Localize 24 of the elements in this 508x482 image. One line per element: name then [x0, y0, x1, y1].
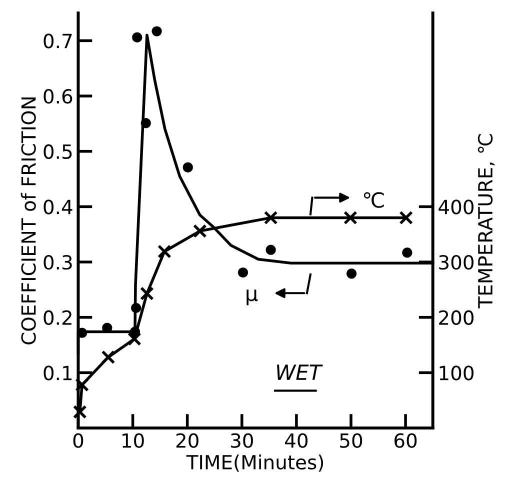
x-tick-label: 60: [394, 433, 417, 448]
y-tick-label: 0.4: [44, 200, 72, 214]
y2-axis-title: TEMPERATURE, ℃: [478, 134, 495, 308]
y-tick-label: 0.6: [44, 88, 72, 104]
x-tick-label: 30: [230, 433, 253, 448]
x-tick-label: 50: [340, 433, 362, 448]
y-tick-label: 0.3: [44, 254, 72, 270]
x-tick-label: 20: [176, 433, 198, 448]
annotation: WET: [277, 364, 323, 380]
x-tick-label: 40: [285, 433, 308, 448]
y2-tick-label: 100: [440, 366, 474, 380]
y2-tick-label: 200: [439, 310, 474, 326]
x-axis-title: TIME(Minutes): [186, 454, 324, 472]
y-tick-label: 0.7: [44, 34, 72, 48]
y-axis-title: COEFFICIENT of FRICTION: [20, 98, 36, 344]
y-tick-label: 0.2: [44, 310, 72, 326]
x-tick-label: 0: [73, 433, 84, 448]
x-tick-label: 10: [122, 433, 144, 448]
y-tick-label: 0.5: [44, 144, 72, 160]
y2-tick-label: 400: [438, 200, 474, 214]
annotation: μ: [246, 290, 258, 306]
annotation: ℃: [364, 192, 384, 208]
y2-tick-label: 300: [439, 254, 474, 270]
y-tick-label: 0.1: [44, 366, 72, 380]
